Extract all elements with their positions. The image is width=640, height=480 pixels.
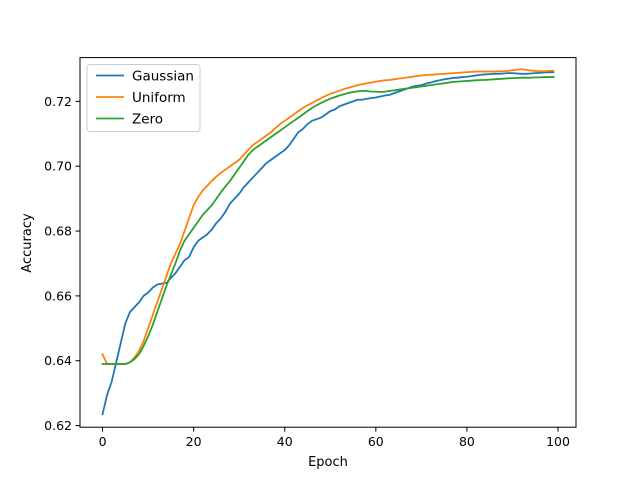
legend-label-uniform: Uniform	[132, 90, 186, 106]
legend: Gaussian Uniform Zero	[86, 64, 201, 132]
x-tick-label: 100	[546, 434, 570, 449]
series-line-uniform	[101, 68, 555, 365]
axes-frame	[79, 57, 577, 428]
x-axis-label: Epoch	[308, 455, 348, 470]
series-line-zero	[101, 76, 555, 365]
y-tick-label: 0.66	[44, 288, 72, 303]
y-tick-label: 0.64	[44, 353, 72, 368]
axes-layer: 0 20 40 60 80 100 0.62 0.64 0.66 0.68 0.70 0.72	[44, 57, 577, 449]
x-tick-label: 0	[99, 434, 107, 449]
x-tick-label: 40	[277, 434, 293, 449]
series-line-gaussian	[101, 71, 555, 416]
y-axis-label: Accuracy	[20, 213, 35, 273]
legend-label-gaussian: Gaussian	[132, 69, 194, 85]
legend-box	[86, 64, 201, 132]
x-tick-label: 80	[459, 434, 475, 449]
legend-label-zero: Zero	[132, 112, 163, 128]
y-tick-label: 0.70	[44, 159, 72, 174]
y-tick-label: 0.62	[44, 418, 72, 433]
y-tick-label: 0.68	[44, 224, 72, 239]
y-tick-label: 0.72	[44, 94, 72, 109]
x-tick-label: 60	[368, 434, 384, 449]
x-tick-label: 20	[186, 434, 202, 449]
series-layer	[101, 68, 555, 416]
